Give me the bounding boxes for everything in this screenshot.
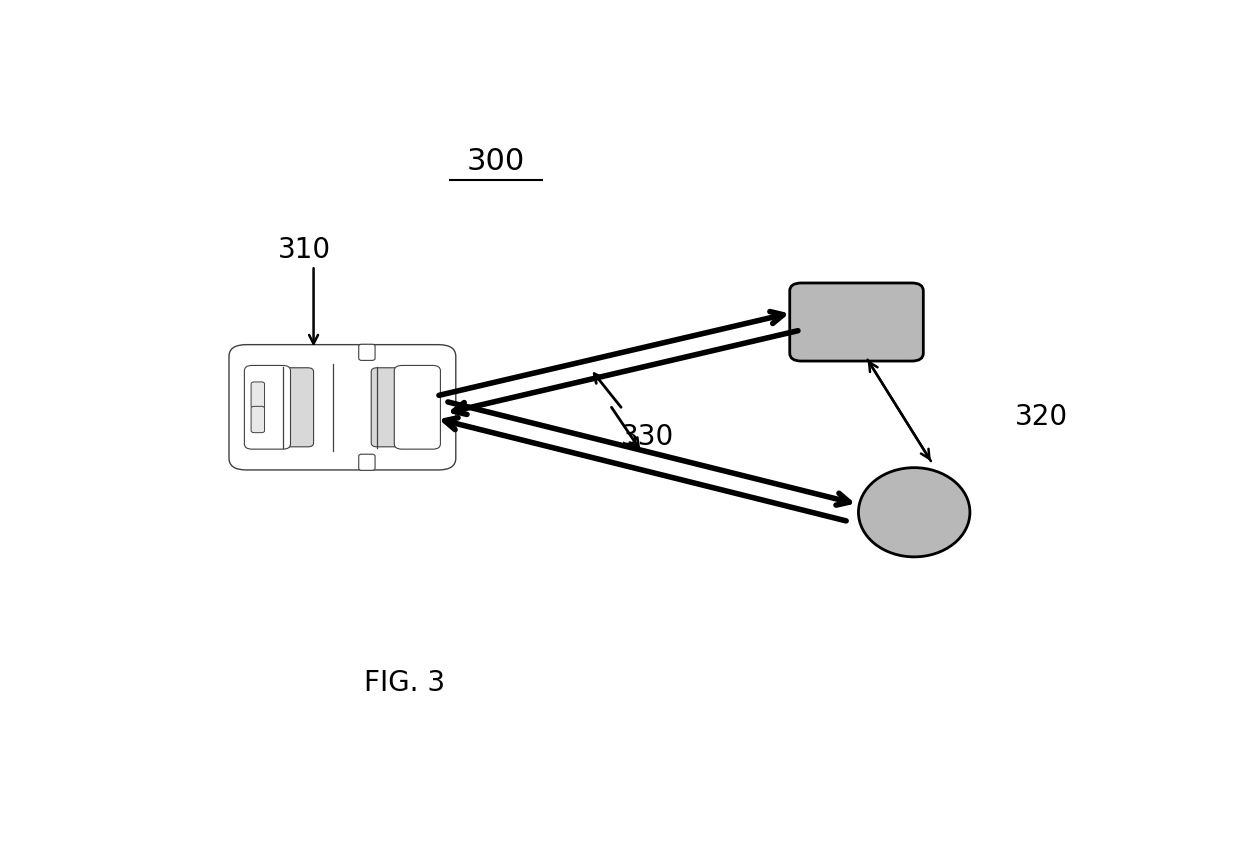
- FancyBboxPatch shape: [229, 345, 456, 470]
- FancyBboxPatch shape: [250, 406, 264, 433]
- FancyBboxPatch shape: [277, 368, 314, 446]
- FancyBboxPatch shape: [394, 366, 440, 449]
- FancyBboxPatch shape: [358, 454, 374, 470]
- FancyBboxPatch shape: [244, 366, 290, 449]
- Ellipse shape: [858, 468, 970, 557]
- FancyBboxPatch shape: [371, 368, 408, 446]
- FancyBboxPatch shape: [358, 344, 374, 360]
- Text: 320: 320: [1016, 403, 1068, 431]
- FancyBboxPatch shape: [790, 283, 924, 361]
- Text: 300: 300: [467, 147, 526, 176]
- FancyBboxPatch shape: [250, 382, 264, 408]
- Text: FIG. 3: FIG. 3: [365, 669, 445, 697]
- Text: 310: 310: [278, 236, 331, 264]
- Text: 330: 330: [621, 423, 675, 451]
